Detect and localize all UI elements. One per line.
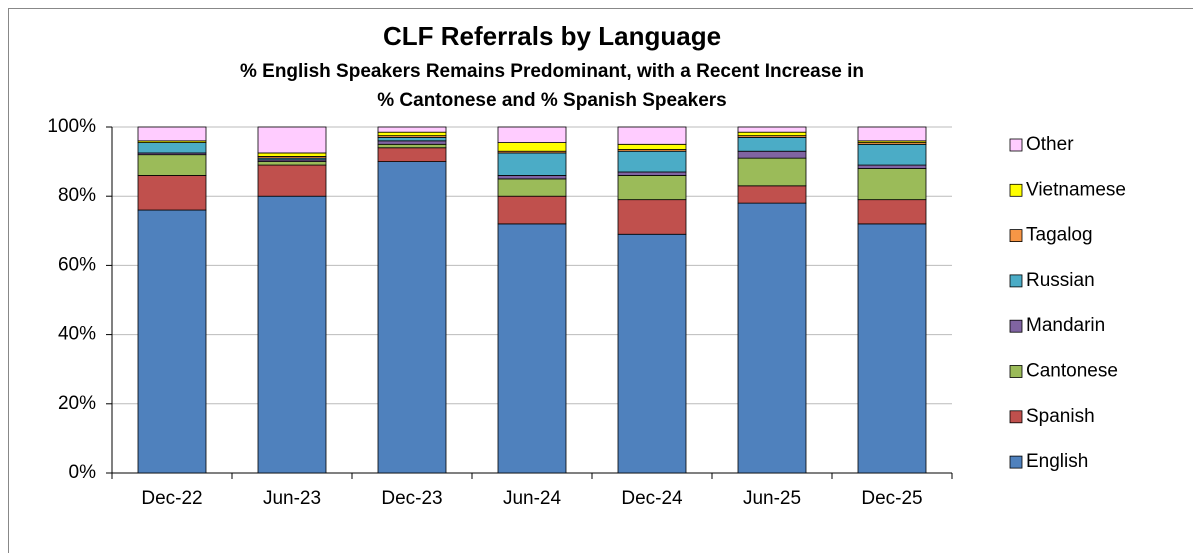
x-tick-label: Dec-24 [621, 488, 683, 509]
bar-segment [257, 164, 327, 197]
bar-segment [737, 157, 807, 187]
legend-label: English [1026, 451, 1088, 472]
bar-segment [497, 175, 567, 180]
y-tick-label: 60% [58, 254, 96, 275]
y-tick-label: 40% [58, 324, 96, 345]
bar-segment [497, 126, 567, 143]
bar-segment [617, 199, 687, 235]
legend-label: Mandarin [1026, 315, 1105, 336]
legend-label: Tagalog [1026, 225, 1093, 246]
bar-segment [497, 142, 567, 152]
legend-label: Spanish [1026, 406, 1095, 427]
bar-segment [497, 195, 567, 225]
legend-label: Russian [1026, 270, 1095, 291]
bar-segment [497, 152, 567, 176]
x-tick-label: Dec-23 [381, 488, 442, 509]
legend-swatch [1009, 319, 1023, 333]
bar-segment [857, 199, 927, 225]
bar-segment [377, 131, 447, 137]
bar-segment [137, 209, 207, 474]
legend-label: Other [1026, 134, 1074, 155]
bar-segment [617, 175, 687, 201]
bar-segment [257, 195, 327, 474]
bar-segment [137, 142, 207, 154]
chart-subtitle: % English Speakers Remains Predominant, … [240, 61, 864, 82]
x-tick-label: Jun-23 [263, 488, 321, 509]
y-tick-label: 0% [69, 462, 97, 483]
bar-segment [377, 143, 447, 149]
legend-swatch [1009, 365, 1023, 378]
bar-segment [737, 185, 807, 204]
bar-segment [137, 154, 207, 176]
x-tick-label: Dec-25 [861, 488, 922, 509]
y-tick-label: 100% [47, 116, 96, 137]
chart-title: CLF Referrals by Language [383, 21, 721, 51]
x-tick-label: Jun-24 [503, 488, 562, 509]
bar-segment [617, 233, 687, 474]
x-tick-label: Jun-25 [743, 488, 801, 509]
y-tick-label: 80% [58, 185, 96, 206]
legend-label: Cantonese [1026, 361, 1118, 382]
legend-swatch [1009, 138, 1023, 152]
chart-border [8, 8, 1193, 553]
legend-label: Vietnamese [1026, 179, 1126, 200]
bar-segment [737, 131, 807, 137]
legend-swatch [1009, 410, 1023, 424]
legend-swatch [1009, 229, 1023, 243]
legend-swatch [1009, 455, 1023, 469]
bar-segment [377, 140, 447, 145]
bar-segment [737, 150, 807, 159]
bar-segment [497, 178, 567, 197]
bar-segment [617, 150, 687, 173]
bar-segment [137, 126, 207, 142]
legend-swatch [1009, 183, 1023, 197]
bar-segment [377, 126, 447, 133]
bar-segment [857, 168, 927, 201]
x-tick-label: Dec-22 [141, 488, 202, 509]
bar-segment [377, 147, 447, 162]
bar-segment [617, 126, 687, 145]
bar-segment [737, 136, 807, 152]
bar-segment [257, 152, 327, 157]
bar-segment [617, 143, 687, 150]
bar-segment [857, 164, 927, 169]
bar-segment [497, 223, 567, 474]
bar-segment [857, 126, 927, 142]
chart-subtitle: % Cantonese and % Spanish Speakers [377, 90, 727, 111]
bar-segment [377, 136, 447, 142]
y-tick-label: 20% [58, 393, 96, 414]
bar-segment [737, 126, 807, 133]
bar-segment [257, 126, 327, 154]
bar-segment [617, 171, 687, 176]
bar-segment [377, 161, 447, 474]
bar-segment [737, 202, 807, 474]
bar-segment [857, 143, 927, 166]
legend-swatch [1009, 274, 1023, 288]
bar-segment [257, 161, 327, 166]
bar-segment [137, 175, 207, 211]
bar-segment [857, 223, 927, 474]
